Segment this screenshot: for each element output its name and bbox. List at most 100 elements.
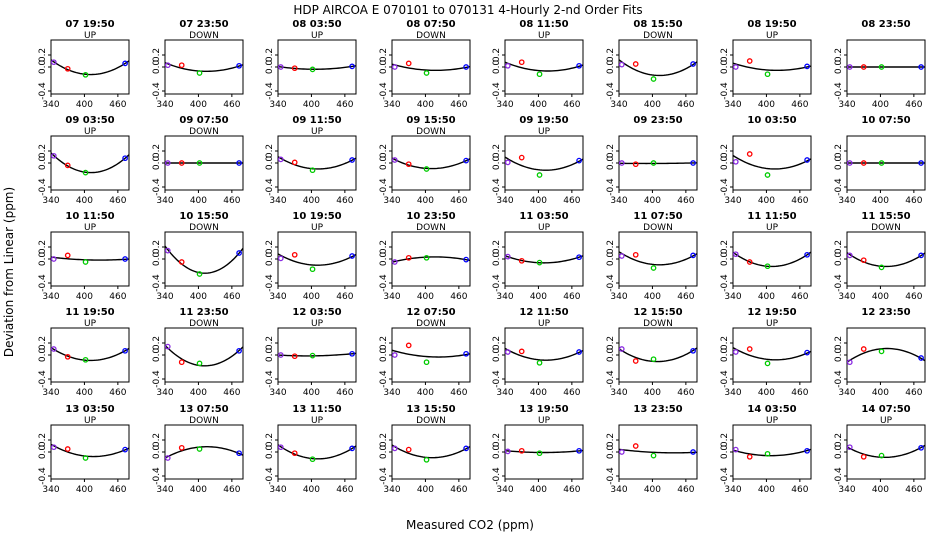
data-point <box>463 157 469 164</box>
x-tick-label: 340 <box>156 196 173 206</box>
x-tick-label: 400 <box>530 485 547 495</box>
panel-title: 14 07:50 <box>861 404 910 415</box>
data-point <box>918 444 924 451</box>
data-point <box>618 449 625 455</box>
y-tick-label: 0.2 <box>152 433 162 447</box>
y-tick-label: -0.4 <box>834 274 844 292</box>
panel-title: 12 19:50 <box>747 307 796 318</box>
y-tick-label: -0.4 <box>265 82 275 100</box>
y-tick-label: -0.4 <box>720 467 730 485</box>
panel-title: 11 15:50 <box>861 211 910 222</box>
y-tick-label: 0.2 <box>720 336 730 350</box>
x-tick-label: 460 <box>563 388 580 398</box>
data-point <box>236 160 242 166</box>
data-point <box>405 446 412 453</box>
y-tick-label: 0.2 <box>38 336 48 350</box>
x-tick-label: 400 <box>190 196 207 206</box>
data-point <box>391 64 398 70</box>
data-point <box>236 62 242 69</box>
y-tick-label: 0.2 <box>379 48 389 62</box>
y-tick-label: -0.4 <box>152 82 162 100</box>
data-point <box>746 58 753 64</box>
data-point <box>804 251 810 258</box>
y-tick-label: 0.2 <box>720 48 730 62</box>
x-tick-label: 400 <box>872 292 889 302</box>
y-tick-label: -0.4 <box>834 178 844 196</box>
y-tick-label: 0.0 <box>834 445 844 460</box>
panel-title: 09 23:50 <box>633 115 682 126</box>
fit-curve <box>277 352 357 357</box>
data-point <box>64 252 71 259</box>
x-tick-label: 400 <box>417 388 434 398</box>
x-tick-label: 460 <box>109 485 126 495</box>
data-point <box>878 64 885 70</box>
panel-title: 09 19:50 <box>519 115 568 126</box>
y-tick-label: 0.2 <box>492 240 502 254</box>
data-point <box>178 259 185 265</box>
x-tick-label: 400 <box>76 388 93 398</box>
panel-title: 08 11:50 <box>519 19 568 30</box>
data-point <box>746 346 753 352</box>
y-tick-label: -0.4 <box>38 467 48 485</box>
data-point <box>309 266 316 273</box>
x-tick-label: 340 <box>610 292 627 302</box>
data-point <box>196 360 203 367</box>
data-point <box>504 159 511 166</box>
panel-title: 08 23:50 <box>861 19 910 30</box>
data-point <box>918 160 924 166</box>
y-tick-label: -0.4 <box>720 82 730 100</box>
data-point <box>518 154 525 161</box>
panel-direction-label: UP <box>311 223 324 233</box>
data-point <box>291 251 298 258</box>
x-tick-label: 340 <box>156 485 173 495</box>
panel-direction-label: DOWN <box>189 127 219 137</box>
y-tick-label: 0.0 <box>492 252 502 267</box>
y-tick-label: 0.0 <box>38 60 48 75</box>
y-tick-label: 0.0 <box>834 60 844 75</box>
panel: 10 07:50 340 400 460 -0.4 0.00.2 <box>834 115 926 206</box>
panel-title: 08 03:50 <box>292 19 341 30</box>
data-point <box>732 64 739 70</box>
x-tick-label: 460 <box>677 485 694 495</box>
data-point <box>650 356 657 363</box>
panel-direction-label: DOWN <box>643 319 673 329</box>
panel-direction-label: DOWN <box>643 31 673 41</box>
panel-title: 14 03:50 <box>747 404 796 415</box>
x-tick-label: 400 <box>644 485 661 495</box>
y-tick-label: 0.0 <box>265 60 275 75</box>
data-point <box>732 158 739 165</box>
x-tick-label: 340 <box>156 388 173 398</box>
x-tick-label: 460 <box>109 100 126 110</box>
y-tick-label: 0.0 <box>606 348 616 363</box>
x-tick-label: 460 <box>450 485 467 495</box>
x-tick-label: 400 <box>190 388 207 398</box>
fit-curve <box>391 157 471 170</box>
panel-direction-label: UP <box>538 31 551 41</box>
fit-curve <box>504 61 584 72</box>
x-tick-label: 400 <box>530 292 547 302</box>
y-tick-label: 0.0 <box>606 445 616 460</box>
panel-title: 09 03:50 <box>65 115 114 126</box>
x-tick-label: 460 <box>905 100 922 110</box>
x-tick-label: 400 <box>417 196 434 206</box>
data-point <box>764 450 771 457</box>
y-tick-label: -0.4 <box>720 178 730 196</box>
y-tick-label: -0.4 <box>152 370 162 388</box>
panel-title: 13 23:50 <box>633 404 682 415</box>
x-tick-label: 340 <box>610 100 627 110</box>
data-point <box>122 256 128 262</box>
panel-title: 11 11:50 <box>747 211 796 222</box>
data-point <box>878 348 885 355</box>
data-point <box>576 157 582 164</box>
y-tick-label: 0.2 <box>492 144 502 158</box>
x-tick-label: 460 <box>905 196 922 206</box>
data-point <box>82 169 89 176</box>
y-tick-label: 0.2 <box>834 336 844 350</box>
